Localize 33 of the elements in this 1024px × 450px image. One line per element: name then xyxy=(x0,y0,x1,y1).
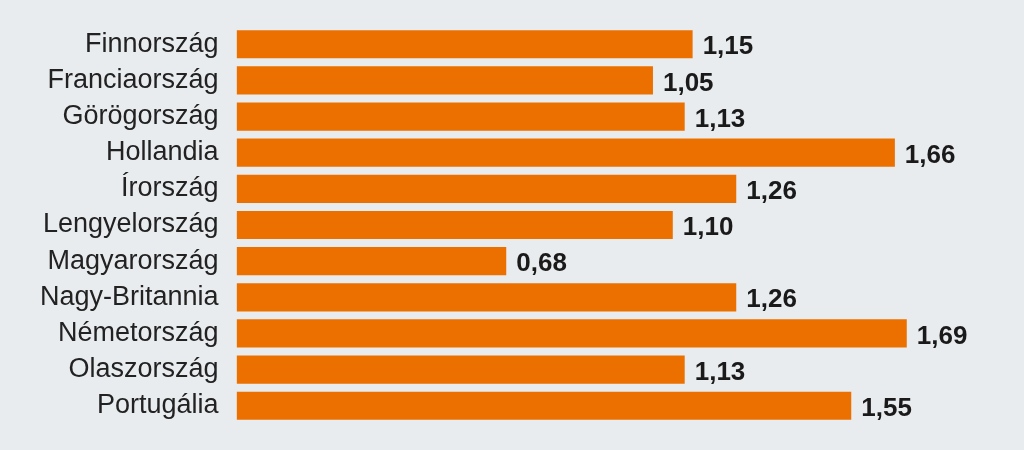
y-tick-label: Görögország xyxy=(62,100,219,131)
bar xyxy=(236,102,685,131)
bar xyxy=(236,66,653,95)
data-label: 1,55 xyxy=(861,391,912,422)
data-label: 1,66 xyxy=(904,138,956,169)
y-tick-label: Írország xyxy=(121,172,219,203)
y-tick-label: Hollandia xyxy=(106,136,220,167)
data-label: 1,69 xyxy=(916,319,968,350)
data-label: 1,05 xyxy=(662,66,714,97)
data-label: 1,26 xyxy=(746,175,797,206)
bar xyxy=(236,355,685,384)
y-tick-label: Portugália xyxy=(96,389,220,420)
y-tick-label: Németország xyxy=(58,316,219,347)
data-label: 1,13 xyxy=(694,102,746,133)
data-label: 1,26 xyxy=(746,283,797,314)
bar xyxy=(236,138,895,167)
y-tick-label: Franciaország xyxy=(47,63,219,94)
y-tick-label: Olaszország xyxy=(68,353,219,384)
bar xyxy=(236,391,852,420)
bar xyxy=(236,247,507,276)
data-label: 1,15 xyxy=(702,30,754,61)
bar xyxy=(236,30,693,59)
data-label: 1,10 xyxy=(682,211,734,242)
bar xyxy=(236,319,907,348)
y-tick-label: Finnország xyxy=(85,27,219,58)
bar xyxy=(236,174,737,203)
y-tick-label: Magyarország xyxy=(47,244,219,275)
bar xyxy=(236,283,737,312)
data-label: 1,13 xyxy=(694,355,746,386)
y-tick-label: Lengyelország xyxy=(42,208,219,239)
y-tick-label: Nagy-Britannia xyxy=(39,280,220,311)
data-label: 0,68 xyxy=(516,247,567,278)
bar xyxy=(236,210,673,240)
